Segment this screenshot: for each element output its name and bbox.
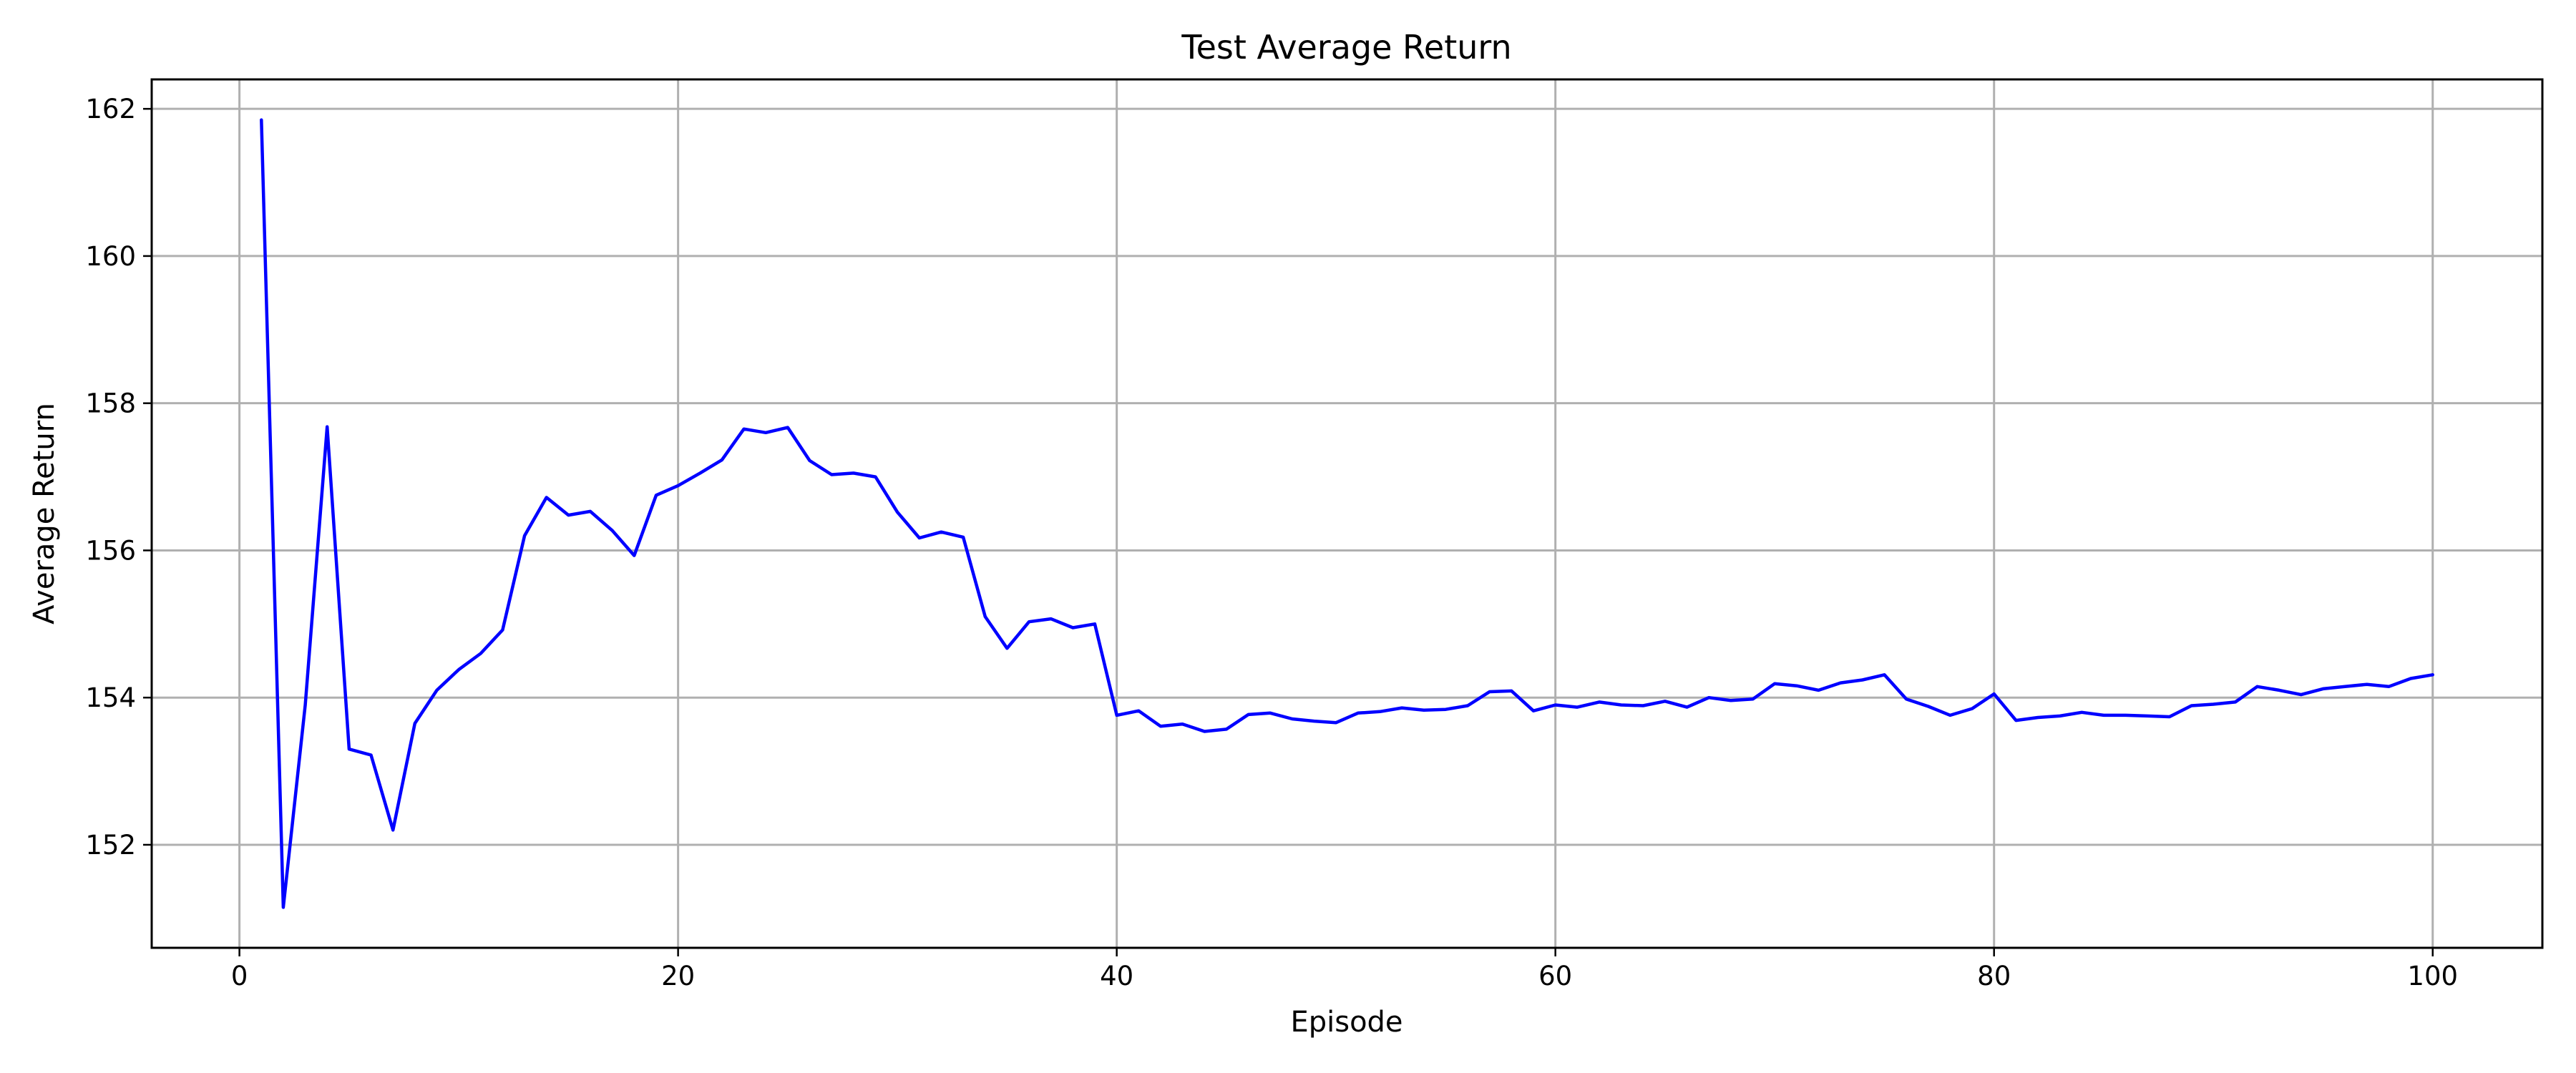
y-tick-label: 158 xyxy=(85,388,136,419)
x-tick-label: 0 xyxy=(231,961,248,991)
axes: 0 20 40 60 80 100 152 154 156 158 160 162 xyxy=(85,78,2544,991)
x-tick-label: 80 xyxy=(1977,961,2011,991)
y-tick-label: 156 xyxy=(85,535,136,566)
x-tick-label: 40 xyxy=(1100,961,1133,991)
grid-lines xyxy=(152,79,2542,948)
chart-title: Test Average Return xyxy=(1181,28,1511,67)
series-line xyxy=(260,118,2434,909)
series-layer xyxy=(260,118,2434,909)
y-tick-label: 152 xyxy=(85,830,136,861)
x-tick-label: 60 xyxy=(1538,961,1572,991)
y-tick-label: 154 xyxy=(85,682,136,713)
x-tick-label: 100 xyxy=(2407,961,2458,991)
y-tick-label: 162 xyxy=(85,94,136,124)
x-axis-label: Episode xyxy=(1290,1006,1402,1039)
plot-frame xyxy=(150,78,2544,949)
x-tick-label: 20 xyxy=(661,961,695,991)
y-axis-label: Average Return xyxy=(28,403,61,624)
y-tick-label: 160 xyxy=(85,241,136,272)
